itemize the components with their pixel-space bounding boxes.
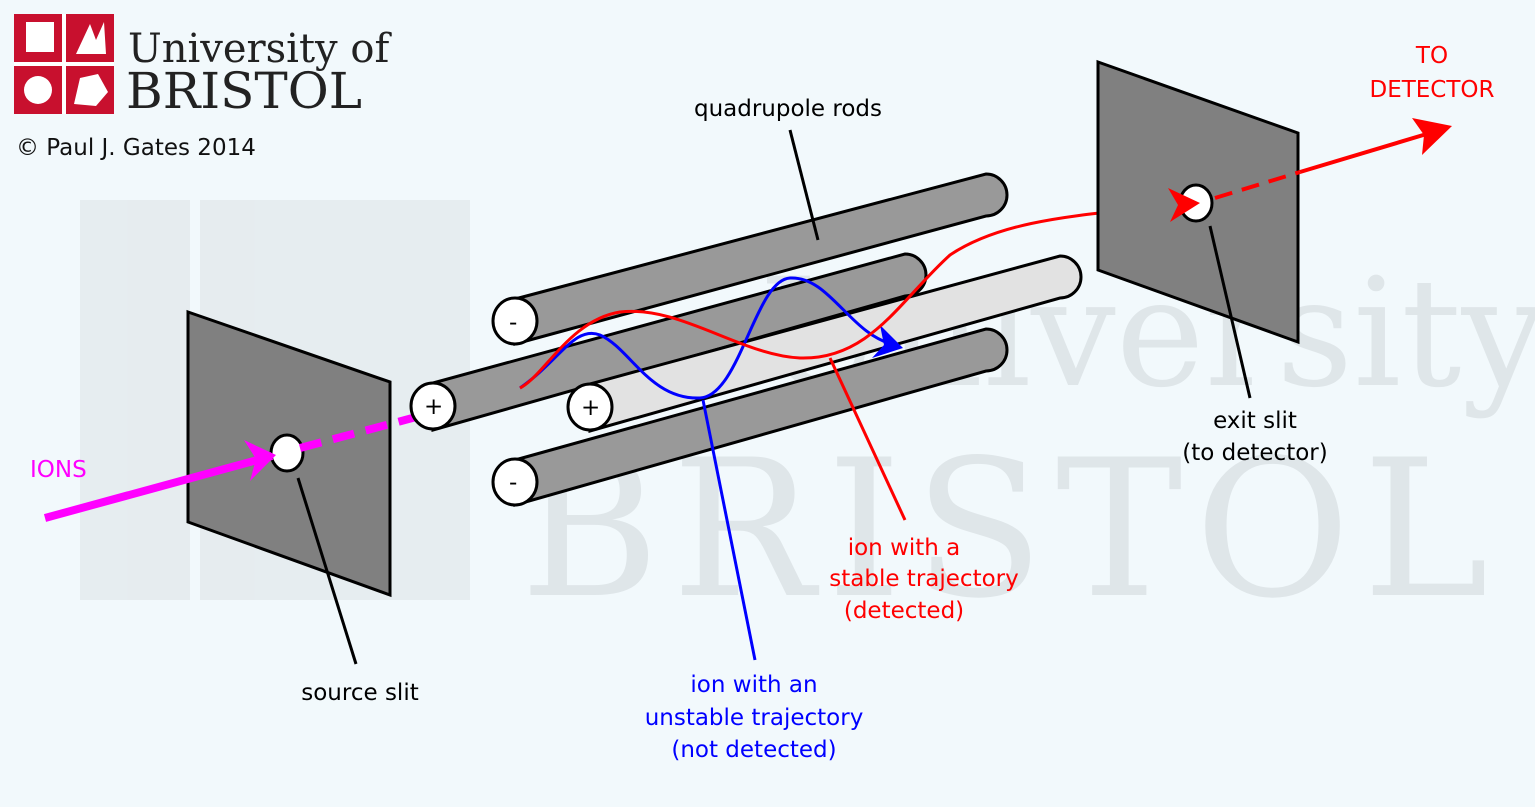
unstable-trajectory bbox=[519, 276, 896, 400]
sign-bottom-rod: - bbox=[509, 470, 517, 496]
exit-beam bbox=[1299, 131, 1431, 174]
stable-label-2: stable trajectory bbox=[829, 566, 1018, 592]
unstable-label-2: unstable trajectory bbox=[645, 705, 864, 731]
exit-arrowhead bbox=[1412, 118, 1452, 155]
copyright-text: © Paul J. Gates 2014 bbox=[16, 135, 256, 161]
to-detector-label-2: DETECTOR bbox=[1369, 77, 1494, 103]
stable-leader-line bbox=[828, 357, 907, 521]
rod-top bbox=[491, 172, 1009, 346]
sign-left-rod: + bbox=[424, 394, 443, 420]
unstable-label-1: ion with an bbox=[690, 672, 817, 698]
sign-top-rod: - bbox=[509, 310, 517, 336]
stable-arrowhead bbox=[1168, 188, 1200, 222]
source-slit-leader-line bbox=[296, 477, 358, 665]
ions-beam bbox=[43, 452, 274, 522]
stable-label-3: (detected) bbox=[844, 598, 964, 624]
ions-label: IONS bbox=[30, 457, 87, 483]
rod-middle bbox=[566, 254, 1083, 433]
unstable-leader-line bbox=[701, 399, 757, 661]
unstable-label-3: (not detected) bbox=[671, 737, 836, 763]
rod-left bbox=[409, 252, 928, 432]
source-slit-label: source slit bbox=[301, 680, 418, 706]
exit-slit-label-2: (to detector) bbox=[1182, 440, 1327, 466]
exit-slit-label-1: exit slit bbox=[1213, 408, 1297, 434]
ions-beam-dashed bbox=[298, 412, 422, 452]
logo-university-text: University of bbox=[128, 26, 392, 72]
exit-beam-dashed bbox=[1214, 170, 1301, 200]
stable-label-1: ion with a bbox=[848, 535, 961, 561]
ions-arrowhead bbox=[244, 440, 276, 481]
logo-bristol-text: BRISTOL bbox=[126, 62, 362, 120]
to-detector-label-1: TO bbox=[1415, 43, 1448, 69]
watermark-crest bbox=[80, 200, 190, 600]
rod-bottom bbox=[491, 327, 1009, 507]
stable-trajectory bbox=[519, 201, 1186, 390]
rods-leader-line bbox=[788, 129, 820, 241]
university-crest-icon bbox=[14, 14, 114, 114]
unstable-arrowhead bbox=[872, 325, 903, 358]
exit-slit-leader-line bbox=[1208, 225, 1252, 399]
sign-middle-rod: + bbox=[581, 395, 600, 421]
rods-label: quadrupole rods bbox=[694, 96, 882, 122]
source-slit-hole bbox=[269, 433, 305, 473]
